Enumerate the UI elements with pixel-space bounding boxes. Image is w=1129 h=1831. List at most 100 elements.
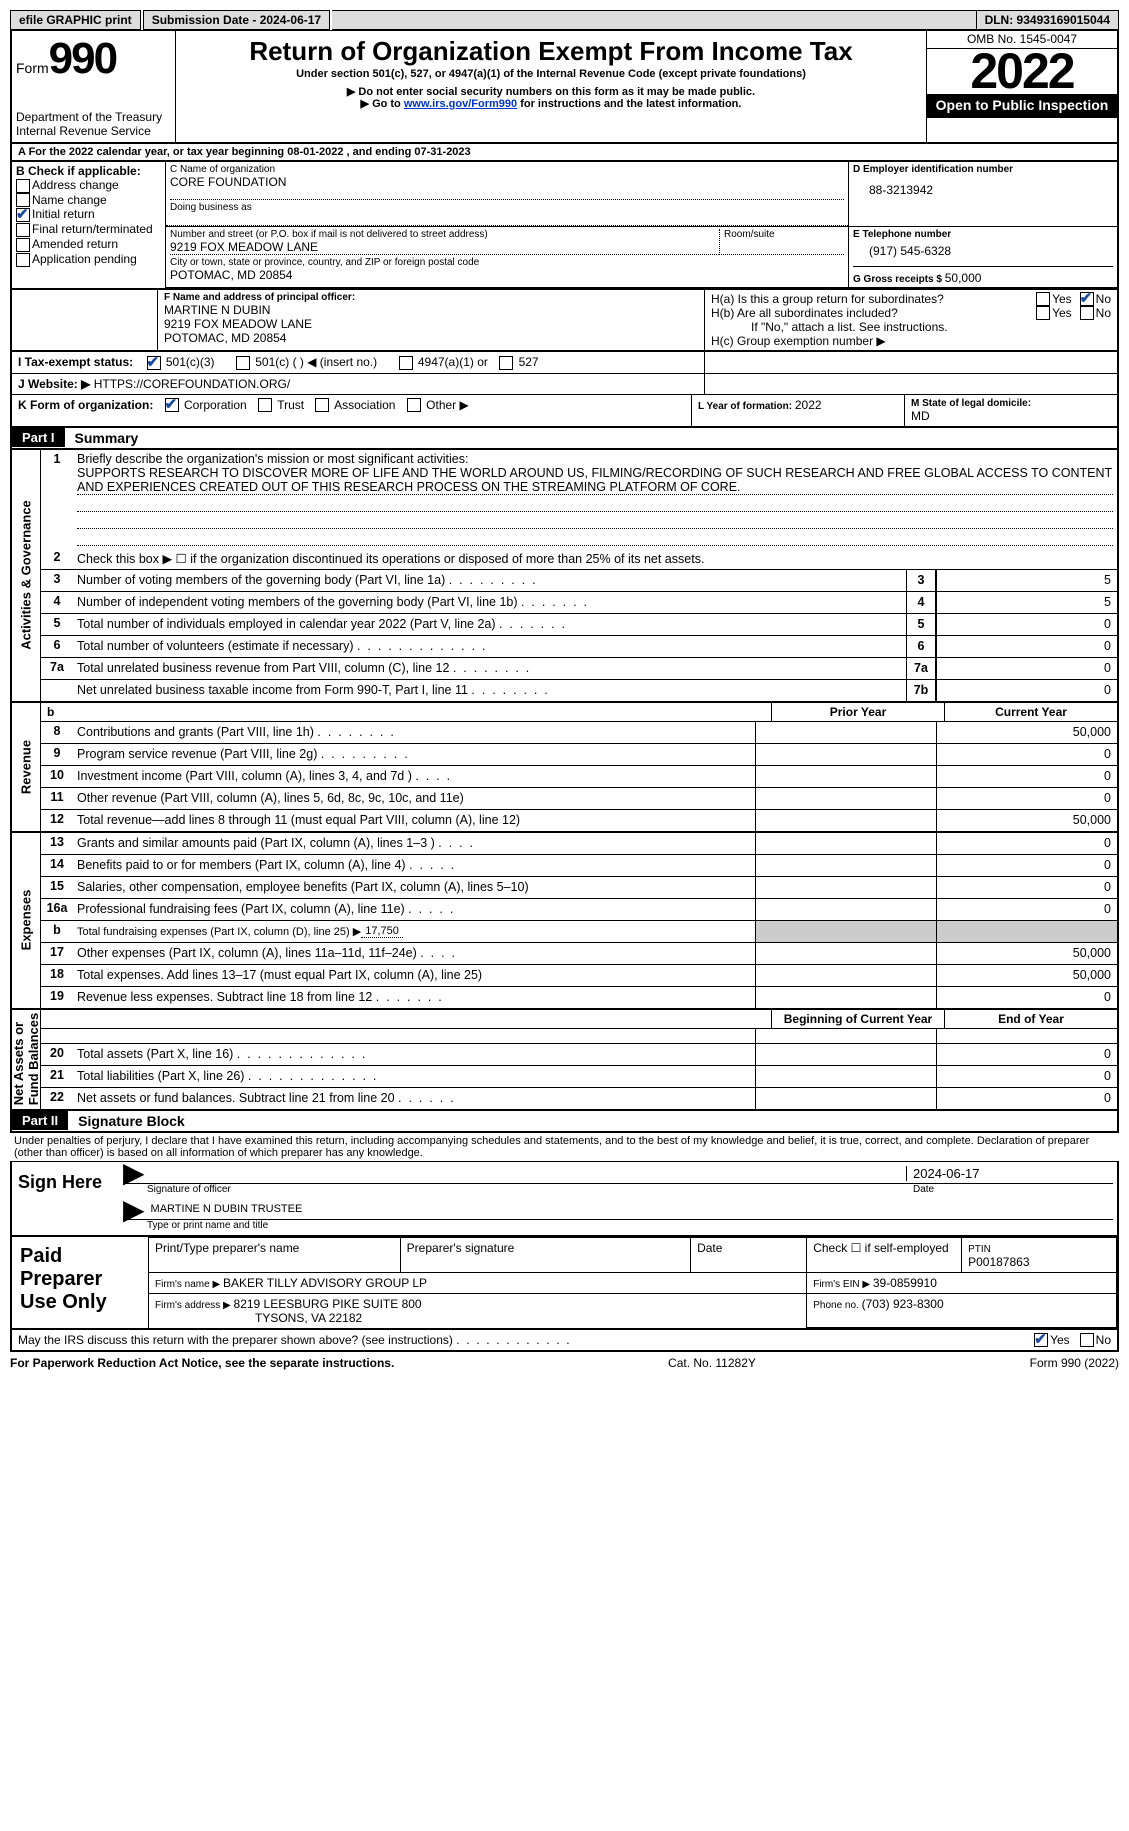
sig-officer-label: Signature of officer xyxy=(123,1184,907,1195)
chk-hb-yes[interactable] xyxy=(1036,306,1050,320)
chk-discuss-yes[interactable] xyxy=(1034,1333,1048,1347)
discuss-yes: Yes xyxy=(1050,1333,1070,1347)
year-formation-label: L Year of formation: xyxy=(698,401,795,412)
line7b-text: Net unrelated business taxable income fr… xyxy=(77,683,468,697)
submission-date-label: Submission Date - 2024-06-17 xyxy=(143,10,330,30)
chk-corp[interactable] xyxy=(165,398,179,412)
sidelabel-na: Net Assets or Fund Balances xyxy=(11,1013,41,1105)
revenue-block: Revenue bPrior YearCurrent Year 8Contrib… xyxy=(10,703,1119,833)
l9-cur: 0 xyxy=(936,744,1117,765)
irs-link[interactable]: www.irs.gov/Form990 xyxy=(404,98,517,110)
part2-header: Part II Signature Block xyxy=(10,1111,1119,1133)
chk-4947[interactable] xyxy=(399,356,413,370)
period-begin: 08-01-2022 xyxy=(287,146,343,158)
note2-post: for instructions and the latest informat… xyxy=(517,98,741,110)
discuss-row: May the IRS discuss this return with the… xyxy=(10,1330,1119,1352)
chk-501c[interactable] xyxy=(236,356,250,370)
l15-text: Salaries, other compensation, employee b… xyxy=(77,880,529,894)
form-number: 990 xyxy=(49,34,116,83)
hb-yes: Yes xyxy=(1052,306,1072,320)
line7b-value: 0 xyxy=(936,680,1117,701)
officer-addr1: 9219 FOX MEADOW LANE xyxy=(164,317,698,331)
prep-h3: Date xyxy=(691,1237,807,1272)
opt-501c3: 501(c)(3) xyxy=(166,355,215,369)
preparer-block: Paid Preparer Use Only Print/Type prepar… xyxy=(10,1237,1119,1331)
footer-right: Form 990 (2022) xyxy=(1030,1356,1119,1370)
l21-cur: 0 xyxy=(936,1066,1117,1087)
opt-501c-pre: 501(c) ( ) xyxy=(255,355,307,369)
firm-phone-label: Phone no. xyxy=(813,1300,861,1311)
prep-h1: Print/Type preparer's name xyxy=(149,1237,401,1272)
firm-ein-label: Firm's EIN ▶ xyxy=(813,1279,873,1290)
ein-label: D Employer identification number xyxy=(853,164,1113,175)
activities-governance: Activities & Governance 1 Briefly descri… xyxy=(10,450,1119,703)
l21-text: Total liabilities (Part X, line 26) xyxy=(77,1069,244,1083)
line5-value: 0 xyxy=(936,614,1117,635)
chk-application-pending[interactable] xyxy=(16,253,30,267)
line4-value: 5 xyxy=(936,592,1117,613)
chk-hb-no[interactable] xyxy=(1080,306,1094,320)
section-b: B Check if applicable: Address change Na… xyxy=(12,162,166,288)
col-prior: Prior Year xyxy=(771,703,944,721)
sig-arrow2-icon: ▶ xyxy=(123,1203,145,1217)
chk-address-change[interactable] xyxy=(16,179,30,193)
chk-amended[interactable] xyxy=(16,238,30,252)
l19-cur: 0 xyxy=(936,987,1117,1008)
period-mid: , and ending xyxy=(347,146,415,158)
chk-ha-yes[interactable] xyxy=(1036,292,1050,306)
chk-final-return[interactable] xyxy=(16,223,30,237)
hb-no: No xyxy=(1096,306,1111,320)
l11-cur: 0 xyxy=(936,788,1117,809)
sign-name-value: MARTINE N DUBIN TRUSTEE xyxy=(151,1203,1113,1217)
l16b-val: 17,750 xyxy=(361,925,403,938)
part1-header: Part I Summary xyxy=(10,428,1119,450)
opt-other: Other ▶ xyxy=(426,398,469,412)
ha-yes: Yes xyxy=(1052,292,1072,306)
lbl-address-change: Address change xyxy=(32,178,119,192)
chk-trust[interactable] xyxy=(258,398,272,412)
form-note-ssn: ▶ Do not enter social security numbers o… xyxy=(180,86,922,98)
firm-addr-label: Firm's address ▶ xyxy=(155,1300,234,1311)
lbl-amended: Amended return xyxy=(32,237,118,251)
officer-name: MARTINE N DUBIN xyxy=(164,303,698,317)
tax-year: 2022 xyxy=(927,49,1117,94)
chk-ha-no[interactable] xyxy=(1080,292,1094,306)
line2-text: Check this box ▶ ☐ if the organization d… xyxy=(73,548,1117,569)
chk-501c3[interactable] xyxy=(147,356,161,370)
chk-other[interactable] xyxy=(407,398,421,412)
l17-text: Other expenses (Part IX, column (A), lin… xyxy=(77,946,417,960)
l18-cur: 50,000 xyxy=(936,965,1117,986)
l22-cur: 0 xyxy=(936,1088,1117,1109)
l20-cur: 0 xyxy=(936,1044,1117,1065)
chk-discuss-no[interactable] xyxy=(1080,1333,1094,1347)
sidelabel-exp: Expenses xyxy=(19,890,34,951)
prep-h5: PTIN xyxy=(968,1244,991,1255)
opt-trust: Trust xyxy=(277,398,304,412)
chk-initial-return[interactable] xyxy=(16,208,30,222)
year-formation-value: 2022 xyxy=(795,398,822,412)
ijk-block: I Tax-exempt status: 501(c)(3) 501(c) ( … xyxy=(10,352,1119,428)
preparer-label: Paid Preparer Use Only xyxy=(12,1237,148,1329)
form-header: Form990 Department of the Treasury Inter… xyxy=(10,30,1119,144)
expenses-block: Expenses 13Grants and similar amounts pa… xyxy=(10,833,1119,1010)
footer-left: For Paperwork Reduction Act Notice, see … xyxy=(10,1356,394,1370)
opt-4947: 4947(a)(1) or xyxy=(418,355,488,369)
firm-addr2: TYSONS, VA 22182 xyxy=(155,1311,362,1325)
sign-name-label: Type or print name and title xyxy=(123,1220,1113,1231)
line7a-value: 0 xyxy=(936,658,1117,679)
form-title: Return of Organization Exempt From Incom… xyxy=(180,37,922,66)
chk-527[interactable] xyxy=(499,356,513,370)
entity-block: B Check if applicable: Address change Na… xyxy=(10,162,1119,290)
firm-name: BAKER TILLY ADVISORY GROUP LP xyxy=(223,1276,427,1290)
dept-treasury: Department of the Treasury xyxy=(16,111,171,124)
chk-assoc[interactable] xyxy=(315,398,329,412)
efile-print-button[interactable]: efile GRAPHIC print xyxy=(10,10,141,30)
l12-text: Total revenue—add lines 8 through 11 (mu… xyxy=(77,813,520,827)
sign-here-label: Sign Here xyxy=(12,1162,119,1235)
l11-text: Other revenue (Part VIII, column (A), li… xyxy=(77,791,464,805)
sig-arrow-icon: ▶ xyxy=(123,1166,145,1181)
opt-corp: Corporation xyxy=(184,398,247,412)
l17-cur: 50,000 xyxy=(936,943,1117,964)
line3-text: Number of voting members of the governin… xyxy=(77,573,445,587)
l16a-text: Professional fundraising fees (Part IX, … xyxy=(77,902,405,916)
